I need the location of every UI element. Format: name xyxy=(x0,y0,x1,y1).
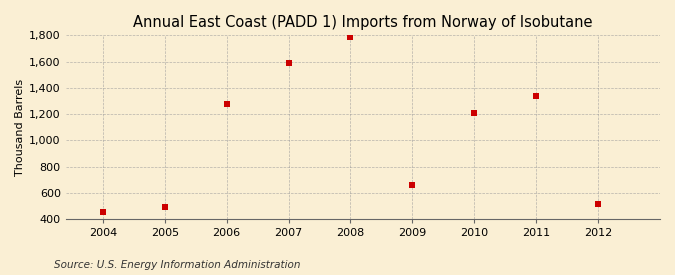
Point xyxy=(159,205,170,209)
Point xyxy=(469,111,480,116)
Title: Annual East Coast (PADD 1) Imports from Norway of Isobutane: Annual East Coast (PADD 1) Imports from … xyxy=(133,15,593,30)
Point xyxy=(283,61,294,65)
Point xyxy=(97,210,108,214)
Text: Source: U.S. Energy Information Administration: Source: U.S. Energy Information Administ… xyxy=(54,260,300,270)
Point xyxy=(593,202,603,206)
Point xyxy=(407,183,418,187)
Point xyxy=(531,94,541,98)
Point xyxy=(221,102,232,106)
Y-axis label: Thousand Barrels: Thousand Barrels xyxy=(15,79,25,176)
Point xyxy=(345,34,356,39)
